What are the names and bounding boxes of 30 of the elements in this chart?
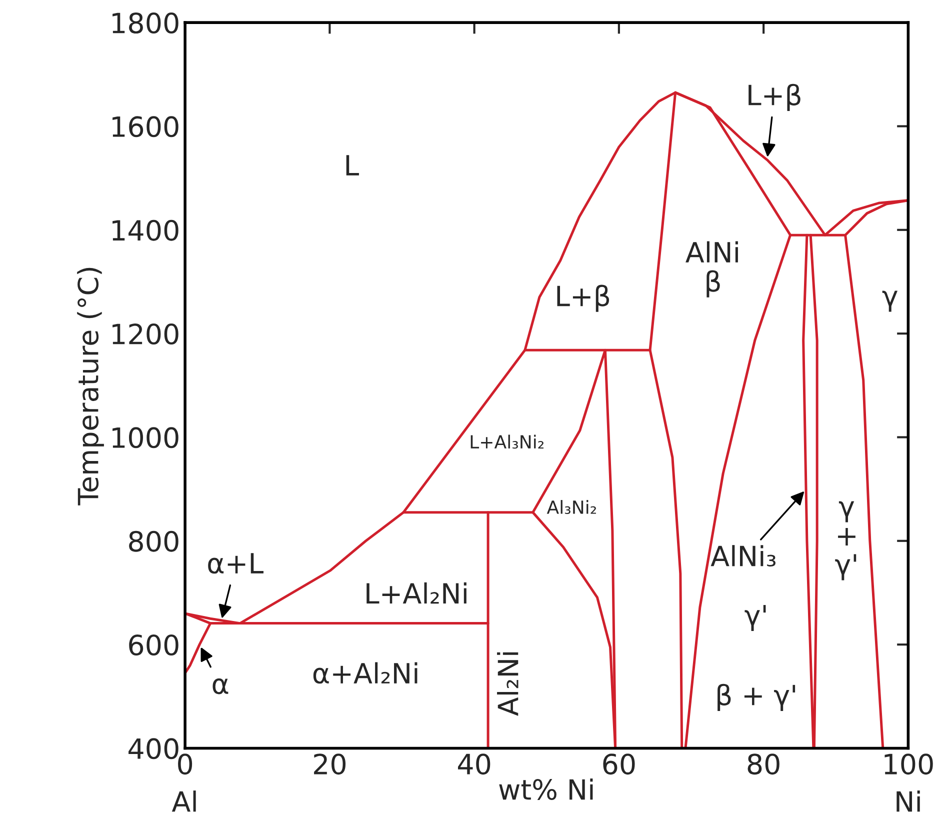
x-tick-label: 100 Ni [884,754,933,812]
y-tick-label: 600 [129,634,178,656]
x-tick-label: 80 [748,754,780,775]
y-axis-title: Temperature (°C) [77,268,104,506]
annotation: L+β [557,284,610,312]
annotation: α [212,678,228,694]
annotation: L+Al₃Ni₂ [470,434,544,449]
annotation: Al₃Ni₂ [546,500,596,514]
y-tick-label: 1800 [112,12,178,34]
annotation: AlNi β [686,241,738,298]
y-tick-label: 800 [129,530,178,552]
x-tick-label: 40 [458,754,490,775]
y-tick-label: 1400 [112,220,178,241]
annotation: β + γ' [718,684,796,711]
annotation: γ' [744,605,766,632]
annotation: α+Al₂Ni [313,662,418,684]
x-tick-label: 60 [603,754,635,775]
annotation: Al₂Ni [497,652,518,716]
annotation: AlNi₃ [710,545,776,566]
annotation: L+Al₂Ni [366,582,466,604]
y-tick-label: 1200 [112,324,178,345]
annotation: α+L [208,553,264,574]
annotation: γ + γ' [835,501,856,580]
x-axis-title: wt% Ni [499,778,593,800]
annotation: L+β [748,84,800,111]
annotation: L [346,155,359,176]
x-tick-label: 20 [314,754,346,775]
annotation: γ [882,290,898,312]
y-tick-label: 1600 [112,116,178,138]
y-tick-label: 1000 [112,427,178,448]
